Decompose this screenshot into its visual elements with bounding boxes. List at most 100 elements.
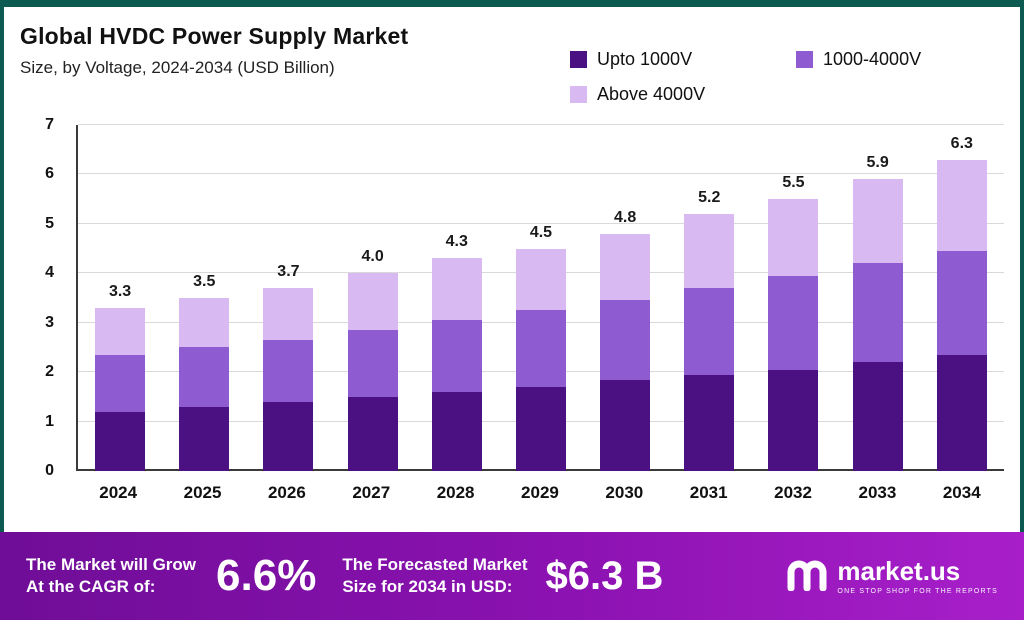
bar-segment-1000-4000v: [95, 354, 146, 412]
bar-segment-upto-1000v: [95, 411, 146, 471]
bar-segment-upto-1000v: [684, 374, 735, 471]
gridline-7: [78, 124, 1004, 125]
bar-segment-1000-4000v: [936, 251, 987, 355]
brand-tagline: ONE STOP SHOP FOR THE REPORTS: [837, 587, 998, 595]
forecast-value: $6.3 B: [545, 553, 664, 598]
bar-group-2033: 5.9: [852, 154, 903, 471]
bar-segment-above-4000v: [600, 233, 651, 301]
forecast-label-line2: Size for 2034 in USD:: [342, 577, 513, 596]
x-tick-label: 2026: [267, 483, 306, 502]
forecast-label: The Forecasted Market Size for 2034 in U…: [342, 554, 527, 598]
bar-total-label: 5.5: [782, 174, 805, 192]
plot-area: 3.3 3.5 3.7 4.0 4.3 4.5 4.8 5.2 5.5 5.9 6.3: [76, 124, 1004, 471]
bar-segment-1000-4000v: [684, 288, 735, 375]
bar-group-2031: 5.2: [684, 189, 735, 471]
bar-segment-1000-4000v: [852, 263, 903, 363]
bar-segment-1000-4000v: [263, 340, 314, 402]
y-tick-label: 3: [45, 313, 54, 331]
legend-swatch-icon: [570, 86, 587, 103]
bar-total-label: 3.3: [108, 282, 132, 300]
brand-name: market.us: [837, 555, 961, 586]
bar-total-label: 5.2: [698, 189, 721, 206]
bar-group-2029: 4.5: [515, 223, 566, 471]
bar-segment-above-4000v: [179, 298, 230, 348]
marketus-logo-icon: [785, 557, 827, 596]
bar-total-label: 4.3: [445, 233, 468, 251]
bar-segment-1000-4000v: [515, 310, 566, 387]
bar-total-label: 4.8: [613, 208, 637, 226]
bar-group-2028: 4.3: [431, 233, 482, 471]
bar-segment-above-4000v: [95, 307, 146, 355]
bar-total-label: 6.3: [950, 134, 973, 152]
gridline-6: [78, 173, 1004, 175]
footer-banner: The Market will Grow At the CAGR of: 6.6…: [0, 532, 1024, 620]
gridline-5: [78, 222, 1004, 224]
cagr-label-line1: The Market will Grow: [26, 554, 197, 574]
bar-total-label: 4.5: [529, 223, 553, 241]
bars-container: 3.3 3.5 3.7 4.0 4.3 4.5 4.8 5.2 5.5 5.9 6.3: [78, 125, 1004, 471]
bar-segment-above-4000v: [263, 288, 314, 341]
bar-group-2032: 5.5: [768, 174, 819, 471]
bar-segment-above-4000v: [431, 258, 482, 321]
y-tick-label: 1: [45, 412, 54, 430]
bar-total-label: 3.7: [277, 263, 300, 281]
legend-swatch-icon: [570, 51, 587, 68]
bar-segment-1000-4000v: [347, 330, 398, 397]
y-tick-label: 5: [45, 214, 54, 232]
bar-segment-above-4000v: [852, 179, 903, 264]
x-tick-label: 2027: [352, 483, 391, 502]
x-tick-label: 2032: [774, 483, 812, 502]
chart-header: Global HVDC Power Supply Market Size, by…: [4, 7, 1020, 78]
x-tick-label: 2033: [858, 483, 897, 502]
y-tick-label: 0: [45, 462, 54, 479]
bar-segment-above-4000v: [347, 273, 398, 331]
bar-segment-upto-1000v: [852, 362, 903, 471]
bar-group-2025: 3.5: [179, 273, 230, 471]
bar-segment-upto-1000v: [263, 401, 314, 471]
chart-area: 3.3 3.5 3.7 4.0 4.3 4.5 4.8 5.2 5.5 5.9 6.3 2024 20…: [4, 124, 1020, 503]
bar-segment-upto-1000v: [936, 354, 987, 471]
x-tick-label: 2025: [183, 483, 222, 502]
bar-segment-upto-1000v: [431, 391, 482, 471]
bar-group-2026: 3.7: [263, 263, 314, 471]
brand-logo: market.us ONE STOP SHOP FOR THE REPORTS: [785, 557, 998, 596]
x-tick-label: 2028: [436, 483, 475, 502]
bar-total-label: 5.9: [866, 154, 889, 172]
bar-segment-upto-1000v: [600, 379, 651, 471]
bar-segment-above-4000v: [936, 159, 987, 252]
bar-group-2034: 6.3: [936, 134, 987, 471]
legend-label: Upto 1000V: [597, 49, 693, 69]
bar-segment-upto-1000v: [515, 386, 566, 471]
bar-group-2030: 4.8: [600, 208, 651, 471]
legend-label: Above 4000V: [597, 84, 706, 104]
page-subtitle: Size, by Voltage, 2024-2034 (USD Billion…: [20, 58, 335, 77]
cagr-label: The Market will Grow At the CAGR of:: [26, 554, 196, 598]
y-axis-labels: 0 1 2 3 4 5 6 7: [4, 116, 68, 479]
x-tick-label: 2024: [99, 483, 138, 502]
bar-total-label: 4.0: [361, 248, 384, 266]
bar-segment-above-4000v: [515, 248, 566, 311]
legend-item-2: 1000-4000V: [796, 49, 1022, 70]
x-tick-label: 2034: [942, 483, 981, 502]
bar-segment-1000-4000v: [431, 320, 482, 392]
bar-segment-above-4000v: [684, 214, 735, 289]
x-tick-label: 2031: [689, 483, 728, 502]
legend-label: 1000-4000V: [823, 49, 922, 69]
brand-text-block: market.us ONE STOP SHOP FOR THE REPORTS: [837, 558, 998, 595]
bar-segment-upto-1000v: [179, 406, 230, 471]
x-tick-label: 2030: [605, 483, 644, 502]
legend: Upto 1000V 1000-4000V Above 4000V: [570, 49, 1022, 119]
bar-group-2027: 4.0: [347, 248, 398, 471]
bar-segment-above-4000v: [768, 199, 819, 276]
legend-swatch-icon: [796, 51, 813, 68]
forecast-label-line1: The Forecasted Market: [342, 554, 528, 574]
x-tick-label: 2029: [521, 483, 559, 502]
bar-segment-1000-4000v: [600, 300, 651, 380]
bar-segment-1000-4000v: [179, 347, 230, 407]
bar-total-label: 3.5: [193, 273, 216, 291]
bar-segment-upto-1000v: [768, 369, 819, 471]
bar-segment-1000-4000v: [768, 275, 819, 370]
y-tick-label: 7: [45, 116, 54, 133]
legend-item-1: Upto 1000V: [570, 49, 796, 70]
